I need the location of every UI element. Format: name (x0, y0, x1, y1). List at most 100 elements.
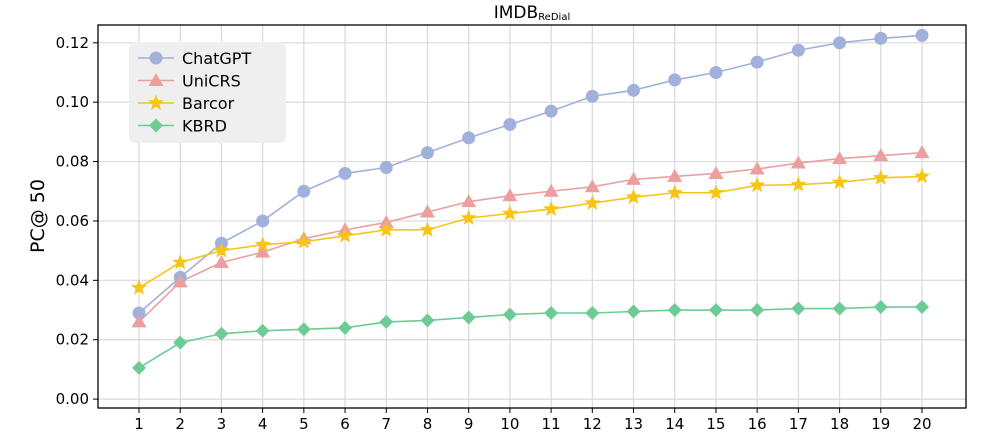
data-point-unicrs (749, 161, 765, 175)
data-point-unicrs (832, 151, 848, 165)
data-point-barcor (831, 173, 848, 190)
data-point-barcor (666, 184, 683, 200)
data-point-barcor (378, 221, 395, 237)
data-point-kbrd (461, 310, 476, 325)
x-tick-label: 11 (542, 415, 561, 433)
data-point-kbrd (502, 307, 517, 322)
data-point-chatgpt (338, 166, 352, 180)
legend: ChatGPT UniCRS Barcor KBRD (129, 42, 286, 143)
series-line-chatgpt (138, 34, 923, 314)
data-point-kbrd (750, 303, 765, 318)
x-tick-label: 7 (381, 415, 391, 433)
data-point-barcor (336, 227, 354, 243)
legend-box (129, 42, 286, 143)
data-point-chatgpt (420, 146, 434, 160)
series-line-barcor (138, 175, 923, 289)
data-point-barcor (295, 233, 312, 249)
data-point-kbrd (791, 301, 806, 316)
series-line-unicrs (138, 151, 923, 323)
data-point-chatgpt (750, 55, 764, 69)
y-tick-label: 0.08 (56, 153, 89, 171)
data-point-chatgpt (585, 89, 599, 103)
data-point-unicrs (502, 188, 518, 202)
data-point-kbrd (173, 335, 188, 350)
data-point-barcor (254, 236, 271, 252)
data-point-unicrs (213, 255, 229, 269)
data-point-barcor (130, 279, 148, 295)
data-point-chatgpt (297, 184, 311, 198)
data-point-kbrd (296, 322, 311, 337)
data-point-kbrd (832, 301, 847, 316)
x-tick-label: 8 (423, 415, 433, 433)
x-tick-label: 13 (624, 415, 643, 433)
x-tick-label: 15 (706, 415, 725, 433)
data-point-unicrs (255, 244, 271, 258)
legend-marker-chatgpt (149, 51, 163, 65)
x-axis-ticks: 1 2 3 4 5 6 7 8 9 10 11 12 13 14 15 16 17 18 19 20 (134, 408, 932, 433)
legend-marker-barcor (147, 94, 165, 110)
chart-title: IMDBReDial (494, 3, 570, 23)
plot-frame (97, 24, 967, 409)
data-point-barcor (707, 184, 725, 200)
x-tick-label: 1 (134, 415, 144, 433)
data-point-barcor (584, 194, 601, 211)
legend-label-kbrd: KBRD (182, 117, 227, 136)
x-tick-label: 5 (299, 415, 309, 433)
data-point-barcor (913, 167, 931, 184)
data-point-chatgpt (915, 28, 929, 42)
data-point-barcor (543, 200, 560, 216)
data-point-kbrd (544, 305, 559, 320)
data-point-unicrs (708, 165, 724, 179)
series-lines (138, 34, 923, 369)
x-tick-label: 16 (748, 415, 767, 433)
data-point-barcor (460, 209, 477, 225)
data-point-kbrd (873, 300, 888, 315)
x-tick-label: 12 (583, 415, 602, 433)
x-tick-label: 2 (175, 415, 185, 433)
x-tick-label: 10 (500, 415, 519, 433)
x-tick-label: 19 (871, 415, 890, 433)
data-point-kbrd (708, 303, 723, 318)
data-point-chatgpt (132, 306, 146, 320)
data-point-chatgpt (833, 36, 847, 50)
data-point-unicrs (626, 171, 642, 185)
y-axis-label: PC@ 50 (27, 179, 49, 253)
data-point-chatgpt (503, 117, 517, 131)
y-tick-label: 0.10 (56, 93, 89, 111)
data-point-barcor (625, 188, 642, 205)
data-point-kbrd (214, 326, 229, 341)
data-point-barcor (872, 169, 889, 185)
legend-marker-unicrs (148, 73, 164, 86)
y-tick-label: 0.06 (56, 212, 89, 230)
data-point-kbrd (132, 360, 146, 375)
data-point-chatgpt (627, 83, 641, 97)
data-point-barcor (790, 176, 807, 192)
data-point-chatgpt (709, 66, 723, 80)
data-point-unicrs (790, 155, 806, 169)
x-tick-label: 3 (217, 415, 227, 433)
data-point-kbrd (667, 303, 682, 318)
x-tick-label: 18 (830, 415, 849, 433)
data-point-kbrd (379, 314, 394, 329)
data-point-barcor (213, 242, 230, 258)
data-point-unicrs (584, 179, 600, 193)
data-point-chatgpt (379, 161, 393, 175)
y-tick-label: 0.00 (56, 390, 89, 408)
series-markers (130, 28, 931, 375)
data-point-unicrs (419, 204, 435, 218)
data-point-unicrs (914, 145, 930, 159)
x-tick-label: 20 (912, 415, 931, 433)
data-point-barcor (172, 254, 189, 270)
y-tick-label: 0.02 (56, 331, 89, 349)
data-point-unicrs (873, 148, 889, 162)
x-tick-label: 17 (789, 415, 808, 433)
data-point-chatgpt (256, 214, 270, 228)
data-point-kbrd (420, 313, 435, 328)
data-point-kbrd (915, 300, 929, 315)
data-point-unicrs (667, 168, 683, 182)
data-point-kbrd (338, 320, 353, 335)
data-point-chatgpt (544, 104, 558, 118)
series-line-kbrd (138, 306, 922, 369)
data-point-unicrs (461, 194, 477, 208)
data-point-chatgpt (462, 131, 476, 145)
